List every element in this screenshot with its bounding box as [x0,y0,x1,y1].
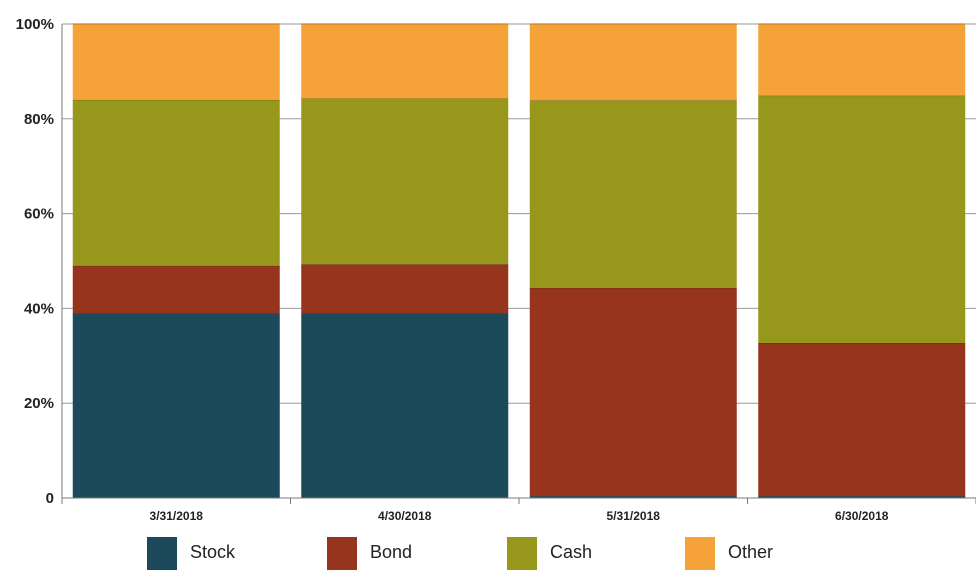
legend-swatch-other [685,537,715,570]
bar-segment-bond [72,265,280,314]
bar-segment-bond [529,288,737,497]
y-tick-label: 0 [46,490,54,507]
bar-segment-stock [529,496,737,498]
legend-swatch-bond [327,537,357,570]
bar-segment-other [758,24,966,96]
legend-label-bond: Bond [370,542,412,562]
bar-segment-stock [72,313,280,498]
y-tick-label: 80% [24,111,54,128]
bars [72,23,966,498]
bar-segment-cash [301,98,509,265]
bar-segment-bond [758,343,966,497]
y-tick-label: 60% [24,206,54,223]
bar-segment-other [301,24,509,99]
y-tick-label: 20% [24,395,54,412]
x-tick-label: 5/31/2018 [607,509,661,523]
bar-segment-cash [72,99,280,266]
legend-label-other: Other [728,542,773,562]
y-tick-label: 40% [24,300,54,317]
bar-segment-stock [301,313,509,498]
x-tick-label: 6/30/2018 [835,509,889,523]
bar-segment-cash [529,100,737,289]
legend-swatch-stock [147,537,177,570]
bar-segment-stock [758,496,966,498]
x-tick-label: 3/31/2018 [150,509,204,523]
y-tick-label: 100% [16,16,54,33]
legend-label-cash: Cash [550,542,592,562]
legend-label-stock: Stock [190,542,236,562]
bar-segment-bond [301,264,509,314]
bar-segment-other [72,24,280,100]
bar-segment-other [529,24,737,101]
legend-swatch-cash [507,537,537,570]
x-tick-label: 4/30/2018 [378,509,432,523]
legend: Stock Bond Cash Other [147,537,773,570]
bar-segment-cash [758,95,966,344]
